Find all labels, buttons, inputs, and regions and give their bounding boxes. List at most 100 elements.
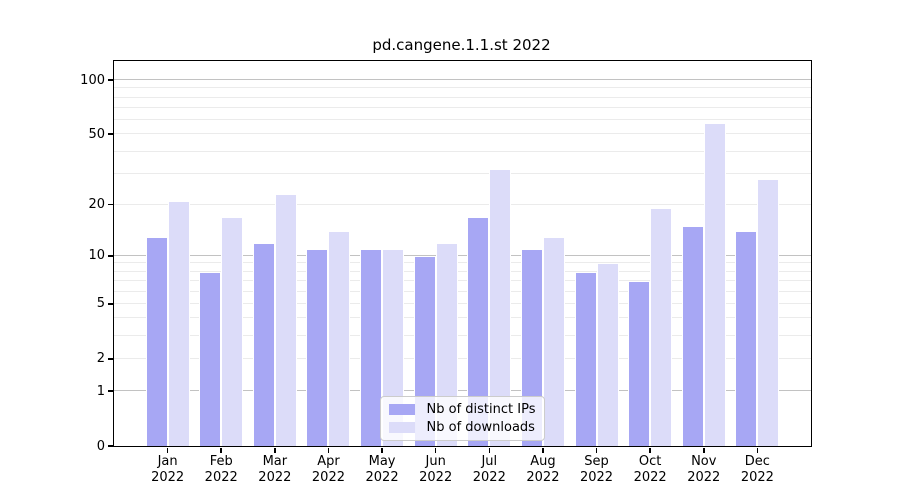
x-tick-year: 2022 [526,470,560,485]
x-tick-month: Mar [262,454,288,469]
gridline-major-100 [114,79,811,81]
x-tick-label-mar: Mar 2022 [258,454,291,486]
y-tick-50 [107,133,113,135]
y-tick-10 [107,255,113,257]
bar-sep-downloads [596,263,619,446]
x-tick-label-jan: Jan 2022 [151,454,184,486]
x-tick-year: 2022 [579,470,614,485]
y-tick-label-5: 5 [96,296,105,312]
x-tick-year: 2022 [151,470,185,485]
bar-may-distinct-ips [360,248,383,446]
x-tick-year: 2022 [204,470,238,485]
bar-feb-downloads [221,216,244,446]
x-tick-month: Aug [530,454,556,469]
x-tick-month: Dec [744,454,770,469]
x-tick-year: 2022 [687,470,721,485]
bar-sep-distinct-ips [574,271,597,446]
legend-item-downloads: Nb of downloads [388,420,536,435]
x-tick-label-aug: Aug 2022 [526,454,559,486]
y-tick-20 [107,203,113,206]
bar-jan-downloads [167,200,190,446]
y-tick-label-20: 20 [88,197,105,213]
x-tick-month: Jun [425,454,446,469]
y-tick-label-100: 100 [80,72,105,88]
bar-mar-distinct-ips [252,242,275,446]
bar-jun-downloads [435,242,458,446]
x-tick-label-may: May 2022 [366,454,399,486]
legend-label: Nb of downloads [426,420,535,435]
bar-jul-downloads [489,168,512,446]
x-tick-month: Oct [638,454,662,469]
legend-swatch-distinct-ips [388,404,415,415]
x-tick-dec [756,447,759,453]
gridline-minor-7 [114,280,811,282]
y-tick-label-2: 2 [96,351,105,367]
gridline-minor-70 [114,106,811,108]
bar-mar-downloads [274,193,297,446]
gridline-major-10 [114,254,811,256]
bar-dec-distinct-ips [735,231,758,446]
bar-oct-downloads [650,208,673,446]
legend-item-distinct-ips: Nb of distinct IPs [388,402,536,417]
x-tick-label-dec: Dec 2022 [741,454,774,486]
y-tick-label-1: 1 [96,383,105,399]
bar-nov-distinct-ips [681,226,704,446]
x-tick-jun [434,447,437,453]
x-tick-year: 2022 [472,470,506,485]
gridline-minor-80 [114,96,811,98]
gridline-minor-8 [114,270,811,272]
chart-title: pd.cangene.1.1.st 2022 [372,36,551,54]
x-tick-year: 2022 [258,470,292,485]
x-tick-jul [488,447,491,453]
gridline-minor-50 [114,133,811,135]
x-tick-aug [542,447,544,453]
gridline-minor-2 [114,357,811,359]
x-tick-label-feb: Feb 2022 [205,454,238,486]
x-tick-year: 2022 [365,470,399,485]
x-tick-month: Jan [157,454,178,469]
x-tick-month: Apr [317,454,340,469]
gridline-minor-4 [114,317,811,319]
bar-apr-downloads [328,231,351,446]
y-tick-label-10: 10 [88,248,105,264]
x-tick-feb [220,447,222,453]
gridline-minor-20 [114,203,811,205]
x-tick-year: 2022 [311,470,345,485]
x-tick-year: 2022 [419,470,453,485]
gridline-major-1 [114,390,811,392]
legend-label: Nb of distinct IPs [426,402,536,417]
gridline-minor-6 [114,290,811,292]
gridline-minor-40 [114,150,811,152]
plot-area: Nb of distinct IPs Nb of downloads 100 50 2… [80,60,812,485]
gridline-minor-30 [114,172,811,174]
x-tick-sep [595,447,598,453]
x-tick-label-oct: Oct 2022 [634,454,667,486]
bar-nov-downloads [703,122,726,446]
x-tick-month: Feb [209,454,233,469]
x-tick-label-sep: Sep 2022 [580,454,613,486]
gridline-minor-3 [114,335,811,337]
x-tick-month: May [368,454,396,469]
x-tick-year: 2022 [633,470,667,485]
y-tick-5 [107,303,113,305]
bar-jan-distinct-ips [145,236,168,446]
bar-jul-distinct-ips [467,216,490,446]
x-tick-month: Nov [691,454,717,469]
x-tick-oct [649,447,651,453]
x-tick-label-jun: Jun 2022 [419,454,452,486]
bar-oct-distinct-ips [628,281,651,446]
x-tick-nov [703,447,705,453]
gridline-minor-60 [114,119,811,120]
x-tick-may [381,447,383,453]
x-tick-label-nov: Nov 2022 [687,454,720,486]
y-tick-label-50: 50 [88,126,105,142]
x-tick-jan [166,447,169,453]
gridline-minor-90 [114,87,811,89]
bar-aug-downloads [542,236,565,446]
y-tick-label-0: 0 [96,438,105,454]
legend: Nb of distinct IPs Nb of downloads [379,396,546,441]
gridline-minor-5 [114,302,811,304]
bar-feb-distinct-ips [199,271,222,446]
legend-swatch-downloads [388,422,415,433]
